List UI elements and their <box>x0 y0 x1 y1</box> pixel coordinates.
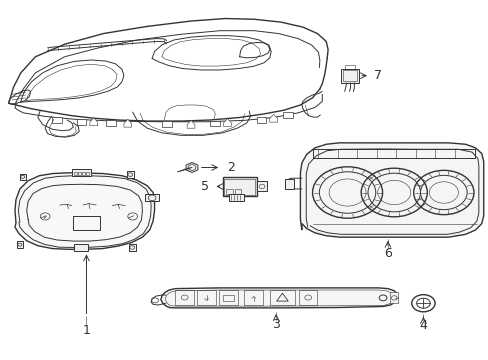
Polygon shape <box>269 114 277 122</box>
Bar <box>389 292 397 303</box>
Bar <box>210 121 220 126</box>
Polygon shape <box>15 173 154 249</box>
Bar <box>72 169 91 176</box>
Polygon shape <box>123 119 131 127</box>
Bar <box>86 172 89 175</box>
Text: 7: 7 <box>373 69 381 82</box>
Bar <box>256 181 267 192</box>
Text: 5: 5 <box>201 180 209 193</box>
Bar <box>344 65 355 68</box>
Bar <box>222 177 256 196</box>
Bar <box>73 216 100 230</box>
Bar <box>223 295 233 301</box>
Bar <box>224 179 255 195</box>
Bar <box>77 119 86 125</box>
Bar <box>74 244 88 251</box>
Text: 6: 6 <box>383 247 391 260</box>
Bar <box>312 149 474 158</box>
Bar <box>144 194 159 202</box>
Bar <box>126 171 133 178</box>
Bar <box>74 172 77 175</box>
Polygon shape <box>300 143 483 237</box>
Bar <box>20 174 26 180</box>
Bar <box>17 242 23 248</box>
Bar <box>283 112 292 118</box>
Bar <box>197 291 215 305</box>
Text: 4: 4 <box>419 319 427 332</box>
Bar <box>234 189 240 194</box>
Bar <box>228 194 243 201</box>
Bar <box>78 172 81 175</box>
Polygon shape <box>186 162 198 172</box>
Bar <box>219 291 237 305</box>
Bar <box>162 121 171 127</box>
Polygon shape <box>187 120 195 128</box>
Polygon shape <box>161 288 397 308</box>
Bar <box>269 291 294 305</box>
Polygon shape <box>223 118 231 126</box>
Bar <box>225 189 233 194</box>
Bar <box>52 117 62 123</box>
Bar <box>128 244 135 251</box>
Polygon shape <box>90 118 98 126</box>
Text: 3: 3 <box>272 318 280 331</box>
Text: 2: 2 <box>226 161 234 174</box>
Bar <box>106 120 116 126</box>
Text: 1: 1 <box>82 324 90 337</box>
Bar <box>244 291 263 305</box>
Bar <box>342 70 357 81</box>
Bar <box>285 179 293 189</box>
Bar <box>256 117 266 123</box>
Bar <box>340 68 359 83</box>
Bar <box>82 172 85 175</box>
Bar <box>175 291 194 305</box>
Bar <box>298 291 317 305</box>
